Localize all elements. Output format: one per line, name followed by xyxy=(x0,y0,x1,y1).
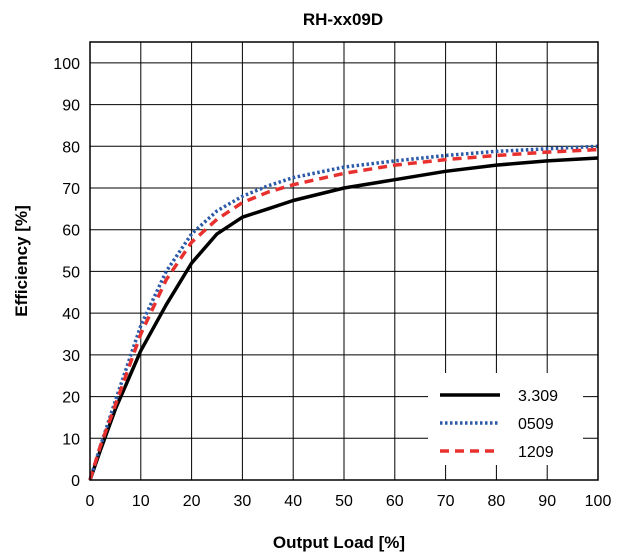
y-tick-label: 10 xyxy=(62,431,80,448)
x-tick-label: 0 xyxy=(86,493,95,510)
x-tick-label: 100 xyxy=(585,493,612,510)
legend-label: 1209 xyxy=(518,444,554,461)
y-tick-label: 50 xyxy=(62,264,80,281)
x-tick-label: 70 xyxy=(437,493,455,510)
x-tick-label: 30 xyxy=(234,493,252,510)
x-axis-label: Output Load [%] xyxy=(273,533,405,552)
x-tick-label: 40 xyxy=(284,493,302,510)
x-tick-label: 10 xyxy=(132,493,150,510)
series-line-0509 xyxy=(88,144,599,481)
legend-label: 3.309 xyxy=(518,388,558,405)
chart-title: RH-xx09D xyxy=(303,10,383,29)
legend-label: 0509 xyxy=(518,416,554,433)
x-tick-label: 50 xyxy=(335,493,353,510)
legend-box xyxy=(428,373,583,465)
y-tick-label: 70 xyxy=(62,181,80,198)
series-line-3.309 xyxy=(88,156,599,481)
y-tick-label: 40 xyxy=(62,306,80,323)
y-axis-label: Efficiency [%] xyxy=(12,205,31,316)
y-tick-label: 20 xyxy=(62,390,80,407)
y-axis-ticks: 0 10 20 30 40 50 60 70 80 90 100 xyxy=(53,56,80,490)
x-tick-label: 80 xyxy=(488,493,506,510)
x-tick-label: 90 xyxy=(538,493,556,510)
y-tick-label: 80 xyxy=(62,139,80,156)
y-tick-label: 30 xyxy=(62,348,80,365)
x-axis-ticks: 0 10 20 30 40 50 60 70 80 90 100 xyxy=(86,493,612,510)
y-tick-label: 90 xyxy=(62,98,80,115)
x-tick-label: 20 xyxy=(183,493,201,510)
y-tick-label: 60 xyxy=(62,223,80,240)
legend: 3.309 0509 1209 xyxy=(428,373,583,465)
y-tick-label: 0 xyxy=(71,473,80,490)
y-tick-label: 100 xyxy=(53,56,80,73)
x-tick-label: 60 xyxy=(386,493,404,510)
series-layer xyxy=(88,144,599,481)
plot-frame xyxy=(89,41,599,481)
grid xyxy=(90,42,598,480)
series-line-1209 xyxy=(88,147,599,481)
